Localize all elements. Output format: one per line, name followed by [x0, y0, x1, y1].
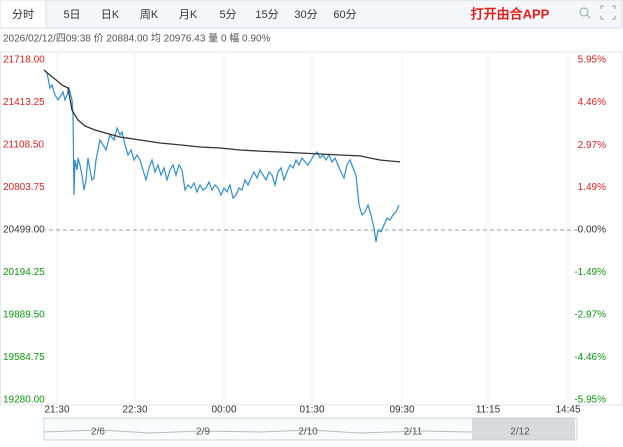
search-icon[interactable]: [579, 7, 591, 19]
y-tick-label: 21718.00: [3, 55, 45, 66]
app-link[interactable]: 打开由合APP: [471, 6, 550, 21]
navigator[interactable]: [43, 417, 578, 441]
x-tick-label: 21:30: [44, 405, 69, 416]
y-tick-label: 21413.25: [3, 97, 45, 108]
navigator-date: 2/6: [91, 427, 105, 438]
tab[interactable]: 分时: [12, 8, 34, 21]
navigator-window[interactable]: [472, 418, 575, 440]
fullscreen-icon[interactable]: [600, 5, 616, 20]
tab[interactable]: 5分: [219, 8, 236, 21]
y-tick-label: 20499.00: [3, 225, 45, 236]
navigator-date: 2/9: [196, 427, 210, 438]
x-tick-label: 01:30: [299, 405, 324, 416]
y-tick-label: 19280.00: [3, 395, 45, 406]
navigator-date: 2/11: [404, 427, 423, 438]
price-line: [43, 69, 400, 243]
y2-tick-label: 1.49%: [578, 182, 606, 193]
navigator-date: 2/12: [510, 427, 530, 438]
y2-tick-label: -4.46%: [574, 352, 606, 363]
average-line: [43, 69, 401, 163]
y2-tick-label: 0.00%: [578, 225, 606, 236]
y2-tick-label: -2.97%: [574, 309, 606, 320]
x-tick-label: 22:30: [122, 405, 147, 416]
x-tick-label: 14:45: [555, 405, 580, 416]
y2-tick-label: 2.97%: [578, 140, 606, 151]
x-tick-label: 00:00: [211, 405, 236, 416]
tab[interactable]: 60分: [333, 8, 356, 21]
tab[interactable]: 15分: [255, 8, 278, 21]
tab[interactable]: 30分: [294, 8, 317, 21]
active-tab-bg: [0, 0, 47, 29]
info-line: 2026/02/12/四09:38 价 20884.00 均 20976.43 …: [3, 32, 271, 45]
y2-tick-label: -5.95%: [574, 395, 606, 406]
tab[interactable]: 日K: [101, 9, 120, 21]
navigator-date: 2/10: [298, 427, 318, 438]
tab[interactable]: 5日: [63, 9, 80, 21]
tab[interactable]: 月K: [179, 9, 198, 21]
y2-tick-label: 4.46%: [578, 97, 606, 108]
y-tick-label: 19889.50: [3, 310, 45, 321]
tab[interactable]: 周K: [140, 8, 159, 21]
x-tick-label: 09:30: [389, 405, 414, 416]
navigator-trace: [43, 429, 473, 434]
y-tick-label: 20194.25: [3, 267, 45, 278]
y-tick-label: 20803.75: [3, 182, 45, 193]
y-tick-label: 21108.50: [3, 140, 44, 151]
y2-tick-label: 5.95%: [578, 55, 606, 66]
tab-bar: [0, 0, 623, 29]
y-tick-label: 19584.75: [3, 352, 45, 363]
x-tick-label: 11:15: [476, 405, 501, 416]
y2-tick-label: -1.49%: [574, 267, 606, 278]
